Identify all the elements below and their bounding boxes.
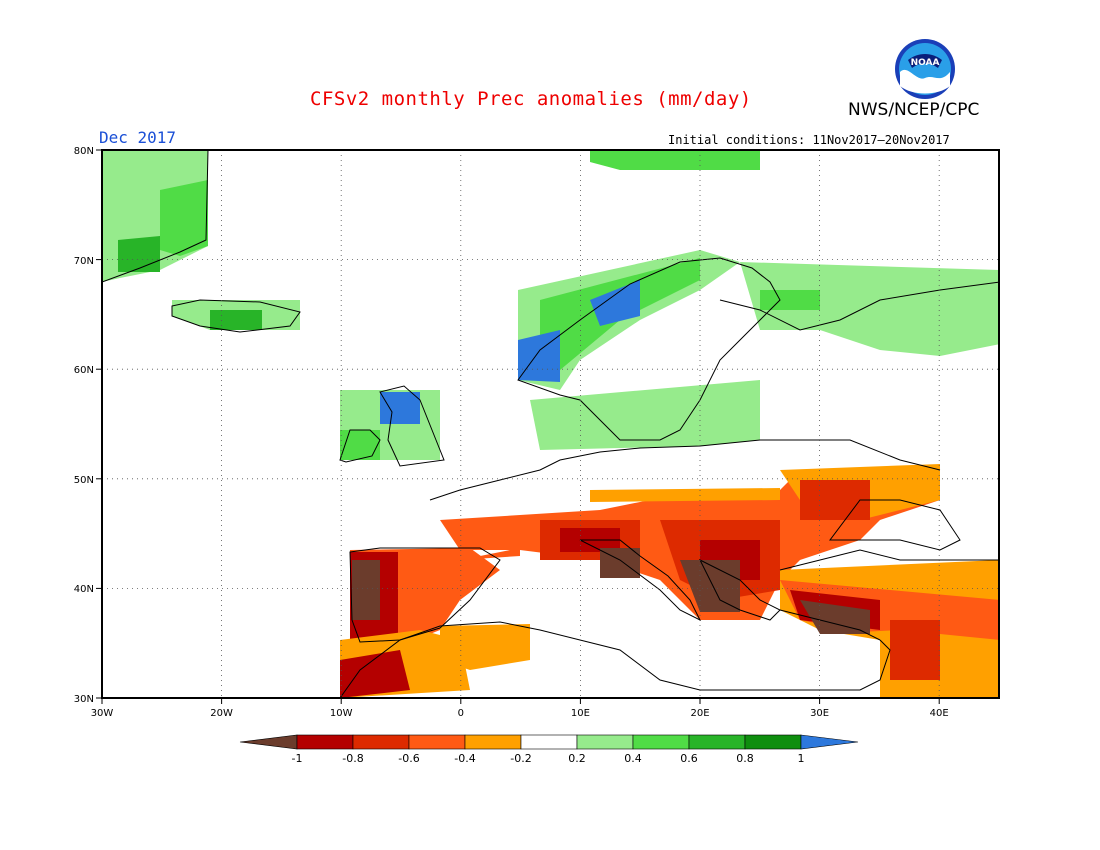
colorbar-swatch: [688, 734, 746, 750]
colorbar-label: 0.4: [624, 752, 642, 765]
lon-tick: 30E: [810, 708, 829, 719]
lat-tick: 50N: [74, 475, 94, 486]
noaa-logo-icon: NOAA: [895, 39, 955, 99]
colorbar-low-arrow: [239, 734, 298, 750]
lat-tick: 40N: [74, 584, 94, 595]
lat-tick: 60N: [74, 365, 94, 376]
lat-tick: 70N: [74, 256, 94, 267]
colorbar-label: -0.8: [342, 752, 363, 765]
colorbar-swatch: [464, 734, 522, 750]
lon-tick: 0: [458, 708, 464, 719]
colorbar-label: 1: [798, 752, 805, 765]
lon-tick: 40E: [930, 708, 949, 719]
colorbar-swatch: [408, 734, 466, 750]
anomaly-north-russia: [740, 262, 999, 356]
colorbar: -1 -0.8 -0.6 -0.4 -0.2 0.2 0.4 0.6 0.8 1: [239, 734, 859, 765]
colorbar-swatch: [632, 734, 690, 750]
coastlines: [102, 150, 999, 698]
colorbar-label: -0.4: [454, 752, 475, 765]
map-frame: [101, 149, 1000, 699]
anomaly-svalbard: [590, 150, 760, 170]
colorbar-swatch: [576, 734, 634, 750]
lon-tick: 20W: [210, 708, 233, 719]
forecast-month: Dec 2017: [99, 128, 177, 147]
colorbar-label: 0.6: [680, 752, 698, 765]
lat-tick: 80N: [74, 146, 94, 157]
colorbar-label: -0.6: [398, 752, 419, 765]
lat-tick: 30N: [74, 694, 94, 705]
colorbar-swatch: [520, 734, 578, 750]
lon-tick: 10W: [330, 708, 353, 719]
lon-tick: 10E: [571, 708, 590, 719]
colorbar-label: -1: [292, 752, 303, 765]
lon-tick: 30W: [91, 708, 114, 719]
anomaly-shading: [102, 150, 999, 698]
logo-text: NOAA: [911, 58, 940, 68]
colorbar-high-arrow: [800, 734, 859, 750]
initial-conditions: Initial conditions: 11Nov2017–20Nov2017: [668, 133, 950, 147]
colorbar-swatch: [296, 734, 354, 750]
agency-label: NWS/NCEP/CPC: [848, 100, 980, 120]
colorbar-label: 0.8: [736, 752, 754, 765]
colorbar-label: 0.2: [568, 752, 586, 765]
colorbar-swatch: [744, 734, 802, 750]
lon-tick: 20E: [690, 708, 709, 719]
colorbar-swatch: [352, 734, 410, 750]
chart-title: CFSv2 monthly Prec anomalies (mm/day): [310, 88, 752, 110]
colorbar-label: -0.2: [510, 752, 531, 765]
